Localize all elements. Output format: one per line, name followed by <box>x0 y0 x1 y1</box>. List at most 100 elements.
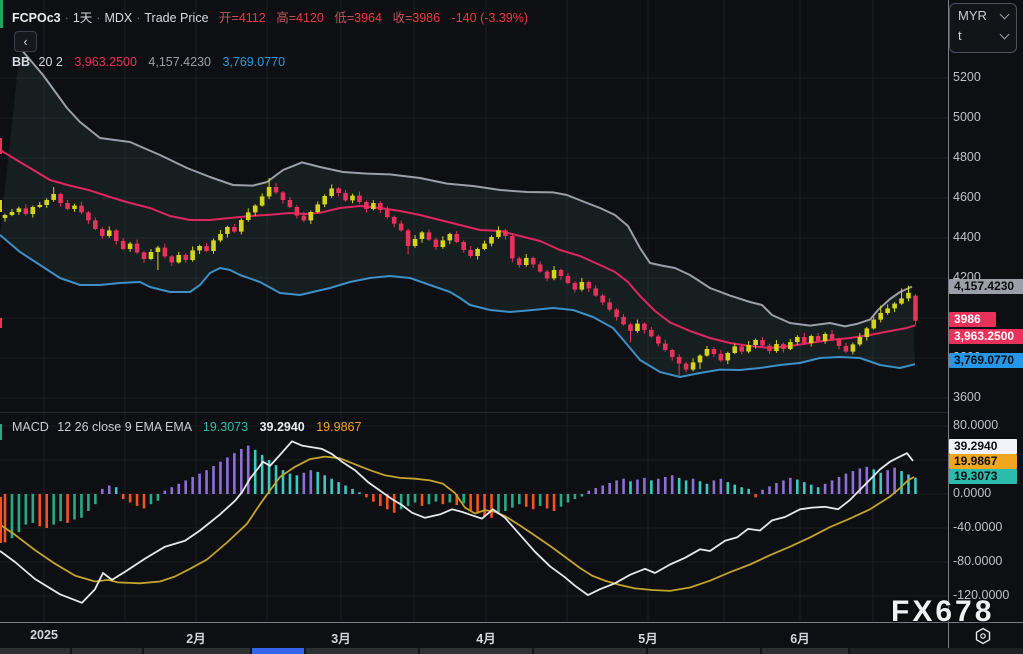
unit-dropdown[interactable]: t <box>950 24 1016 44</box>
macd-histogram-bar <box>504 494 507 511</box>
macd-line-badge: 39.2940 <box>949 439 1017 454</box>
macd-histogram-bar <box>664 477 667 494</box>
macd-histogram-bar <box>45 494 48 528</box>
macd-histogram-bar <box>476 494 479 514</box>
macd-histogram-bar <box>205 470 208 494</box>
window-strip-segment[interactable] <box>762 648 848 654</box>
macd-histogram-bar <box>212 466 215 494</box>
chevron-down-icon <box>1000 9 1010 19</box>
time-axis-label[interactable]: 2025 <box>30 628 58 642</box>
macd-signal-line[interactable] <box>0 457 914 591</box>
time-axis-label[interactable]: 5月 <box>638 628 657 647</box>
macd-histogram-bar <box>143 494 146 508</box>
symbol-name[interactable]: FCPOc3 <box>12 11 61 25</box>
macd-histogram-bar <box>150 494 153 504</box>
macd-line[interactable] <box>0 441 913 603</box>
macd-histogram-bar <box>761 490 764 494</box>
macd-legend-row[interactable]: MACD 12 26 close 9 EMA EMA 19.3073 39.29… <box>12 420 361 434</box>
macd-histogram-bar <box>838 477 841 494</box>
window-strip-segment[interactable] <box>850 648 1023 654</box>
macd-histogram-bar <box>775 483 778 494</box>
bb-label: BB <box>12 55 30 69</box>
macd-histogram-bar <box>692 479 695 494</box>
macd-axis-label[interactable]: -40.0000 <box>953 520 1002 534</box>
macd-histogram-bar <box>518 494 521 504</box>
macd-histogram-bar <box>428 494 431 504</box>
candle[interactable] <box>510 233 515 262</box>
bb-lower-badge: 3,769.0770 <box>949 353 1023 368</box>
window-strip-segment[interactable] <box>534 648 646 654</box>
macd-histogram-bar <box>608 483 611 494</box>
macd-histogram-bar <box>671 475 674 494</box>
macd-axis-label[interactable]: 0.0000 <box>953 486 991 500</box>
window-strip-segment[interactable] <box>648 648 760 654</box>
macd-histogram-bar <box>845 474 848 494</box>
separator-dot: · <box>65 11 69 25</box>
change-value: -140 <box>452 11 477 25</box>
macd-histogram-bar <box>233 453 236 494</box>
unit-selector-box: MYR t <box>949 3 1017 53</box>
macd-histogram-bar <box>177 484 180 494</box>
back-button[interactable]: ‹ <box>14 31 37 52</box>
time-axis-label[interactable]: 4月 <box>476 628 495 647</box>
price-axis-label[interactable]: 4400 <box>953 230 981 244</box>
macd-histogram-bar <box>379 494 382 506</box>
macd-histogram-bar <box>615 480 618 494</box>
price-axis-label[interactable]: 4800 <box>953 150 981 164</box>
open-value: 4112 <box>239 11 266 25</box>
macd-axis-label[interactable]: 80.0000 <box>953 418 998 432</box>
macd-histogram-bar <box>462 494 465 503</box>
window-strip-segment[interactable] <box>252 648 304 654</box>
macd-histogram-bar <box>261 455 264 494</box>
macd-axis-label[interactable]: -80.0000 <box>953 554 1002 568</box>
macd-histogram-bar <box>685 480 688 494</box>
price-axis-label[interactable]: 5200 <box>953 70 981 84</box>
macd-histogram-bar <box>483 494 486 516</box>
macd-histogram-bar <box>490 494 493 518</box>
time-axis-label[interactable]: 3月 <box>331 628 350 647</box>
window-strip-segment[interactable] <box>144 648 250 654</box>
macd-histogram-bar <box>52 494 55 525</box>
edge-sliver <box>0 200 2 212</box>
macd-histogram-bar <box>657 479 660 494</box>
macd-signal-badge: 19.9867 <box>949 454 1017 469</box>
macd-histogram-bar <box>594 488 597 494</box>
macd-histogram-bar <box>824 484 827 494</box>
window-strip-segment[interactable] <box>72 648 142 654</box>
macd-histogram-bar <box>754 494 757 497</box>
price-axis-label[interactable]: 3600 <box>953 390 981 404</box>
currency-dropdown[interactable]: MYR <box>950 4 1016 24</box>
bb-lower-value: 3,769.0770 <box>222 55 285 69</box>
macd-histogram-bar <box>393 494 396 513</box>
macd-histogram-bar <box>727 482 730 494</box>
chart-canvas[interactable] <box>0 0 1023 654</box>
macd-hist-value: 19.3073 <box>203 420 248 434</box>
bb-legend-row[interactable]: BB 20 2 3,963.2500 4,157.4230 3,769.0770 <box>12 55 285 69</box>
macd-histogram-bar <box>94 494 97 504</box>
macd-histogram-bar <box>18 494 21 532</box>
macd-histogram-bar <box>136 494 139 506</box>
price-axis-label[interactable]: 5000 <box>953 110 981 124</box>
macd-histogram-bar <box>567 494 570 503</box>
macd-histogram-bar <box>706 484 709 494</box>
interval-label[interactable]: 1天 <box>73 11 92 25</box>
back-chevron-icon: ‹ <box>23 34 27 49</box>
macd-histogram-bar <box>101 489 104 494</box>
macd-histogram-bar <box>449 494 452 503</box>
price-axis-label[interactable]: 4600 <box>953 190 981 204</box>
time-axis-label[interactable]: 2月 <box>186 628 205 647</box>
window-strip-segment[interactable] <box>420 648 532 654</box>
macd-histogram-bar <box>713 480 716 494</box>
macd-histogram-bar <box>25 494 28 525</box>
exchange-label[interactable]: MDX <box>104 11 132 25</box>
window-strip-segment[interactable] <box>0 648 70 654</box>
bottom-window-strip <box>0 648 1023 654</box>
window-strip-segment[interactable] <box>306 648 418 654</box>
time-axis-label[interactable]: 6月 <box>790 628 809 647</box>
macd-signal-value: 19.9867 <box>316 420 361 434</box>
macd-histogram-bar <box>817 487 820 494</box>
edge-sliver <box>0 424 2 440</box>
candle[interactable] <box>913 294 918 325</box>
macd-histogram-bar <box>581 494 584 497</box>
high-label: 高= <box>276 11 296 25</box>
